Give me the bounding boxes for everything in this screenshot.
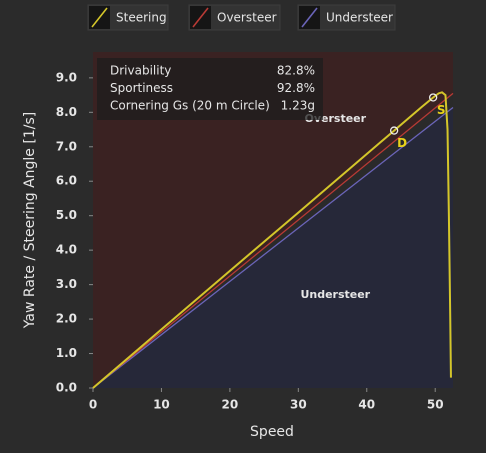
info-label: Drivability (110, 64, 171, 78)
x-tick-label: 20 (222, 398, 239, 412)
y-tick-label: 9.0 (56, 70, 77, 84)
y-tick-label: 7.0 (56, 139, 77, 153)
info-value: 1.23g (281, 99, 315, 113)
y-tick-label: 4.0 (56, 243, 77, 257)
x-tick-label: 10 (153, 398, 170, 412)
info-label: Sportiness (110, 81, 173, 95)
y-tick-label: 2.0 (56, 312, 77, 326)
y-tick-label: 6.0 (56, 174, 77, 188)
series-line (92, 91, 452, 389)
point-marker (389, 126, 399, 135)
legend-label: Understeer (326, 11, 393, 25)
y-axis-label: Yaw Rate / Steering Angle [1/s] (22, 112, 38, 329)
y-tick-label: 5.0 (56, 208, 77, 222)
x-tick-label: 0 (89, 398, 97, 412)
point-marker (429, 93, 438, 102)
y-tick-label: 1.0 (56, 346, 77, 360)
x-tick-label: 30 (290, 398, 307, 412)
info-value: 82.8% (277, 64, 315, 78)
legend-line (301, 7, 318, 28)
info-label: Cornering Gs (20 m Circle) (110, 99, 270, 113)
series-line (92, 106, 454, 389)
legend-line (91, 7, 108, 28)
region-label: Understeer (300, 288, 370, 301)
info-value: 92.8% (277, 81, 315, 95)
series-line (92, 92, 454, 389)
x-tick-label: 40 (358, 398, 375, 412)
legend-label: Steering (116, 11, 167, 25)
info-box (97, 58, 323, 120)
y-tick-label: 0.0 (56, 381, 77, 395)
legend-label: Oversteer (217, 11, 277, 25)
oversteer-region (93, 52, 453, 388)
y-tick-label: 3.0 (56, 277, 77, 291)
point-label: S (437, 103, 446, 117)
x-tick-label: 50 (427, 398, 444, 412)
understeer-region (93, 107, 453, 388)
y-tick-label: 8.0 (56, 105, 77, 119)
x-axis-label: Speed (250, 424, 294, 440)
legend-line (192, 7, 209, 28)
point-label: D (397, 136, 407, 150)
